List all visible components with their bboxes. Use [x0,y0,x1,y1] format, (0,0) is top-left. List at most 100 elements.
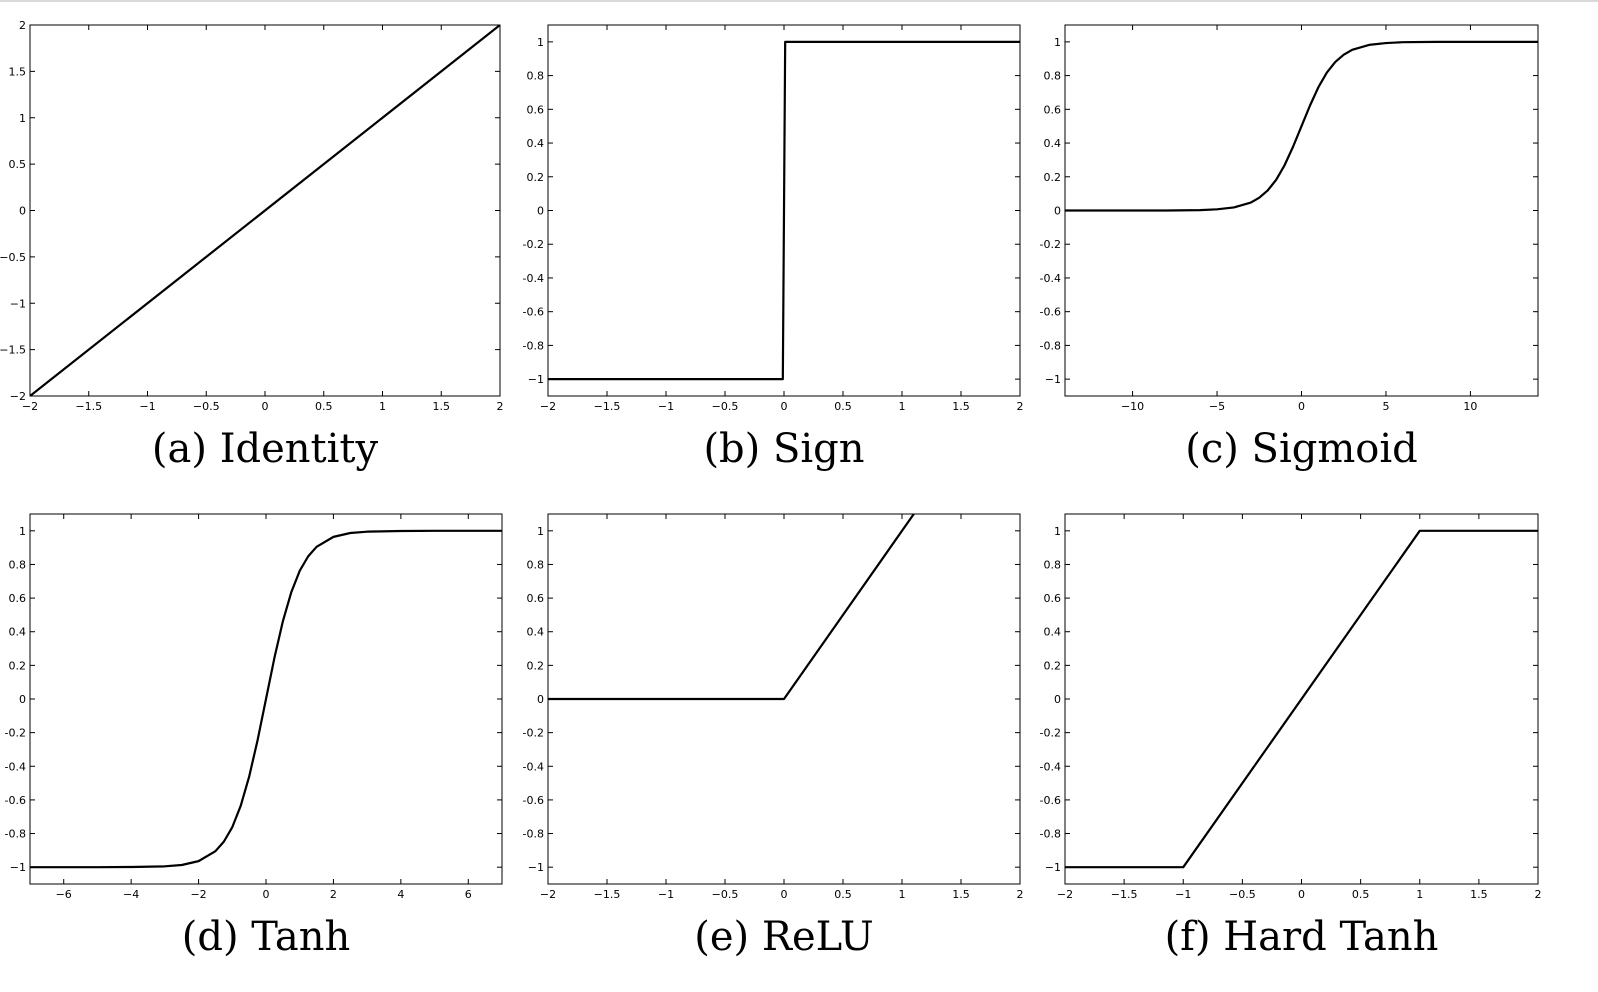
x-tick-label: −5 [1209,400,1225,413]
data-line [1065,529,1538,869]
y-tick-label: 0 [537,205,544,218]
y-tick-label: −1 [10,861,26,874]
y-tick-label: 0.6 [1044,592,1062,605]
y-tick-label: 0.8 [1044,70,1062,83]
x-tick-label: 1 [379,400,386,413]
x-tick-label: 2 [330,888,337,901]
y-tick-label: 0.8 [527,558,545,571]
y-tick-label: 0 [19,693,26,706]
chart-caption: (a) Identity [152,426,379,472]
y-tick-label: -0.2 [1040,238,1061,251]
y-tick-label: 0.4 [9,626,27,639]
x-tick-label: −0.5 [712,888,739,901]
y-tick-label: -0.6 [1040,794,1061,807]
chart-panel-1: −2 −1.5 −1 −0.5 0 0.5 1 1.5 2 −2 −1.5 −1 −0.5 0 0.5 1 1.… [0,19,504,472]
x-tick-label: 0 [1298,888,1305,901]
y-tick-label: 1 [1054,525,1061,538]
data-line [1065,40,1538,212]
x-tick-label: 0.5 [315,400,333,413]
y-tick-label: 1 [537,36,544,49]
y-tick-label: -0.4 [523,272,544,285]
y-tick-label: 1.5 [9,65,27,78]
x-tick-label: −0.5 [193,400,220,413]
x-tick-label: 1 [899,400,906,413]
y-tick-label: −0.5 [0,251,26,264]
chart-panel-6: −2 −1.5 −1 −0.5 0 0.5 1 1.5 2 −1 -0.8 -0.6 -0.4 -0.2 0… [1040,513,1542,960]
y-tick-label: -0.6 [1040,306,1061,319]
y-tick-label: -0.2 [5,727,26,740]
y-tick-label: -0.4 [5,760,26,773]
y-tick-label: -0.4 [523,760,544,773]
x-tick-label: −6 [56,888,72,901]
y-tick-label: −2 [10,390,26,403]
y-tick-label: 2 [19,19,26,32]
y-tick-label: 0.4 [527,626,545,639]
y-tick-label: 0 [1054,205,1061,218]
data-line [548,40,1020,381]
x-tick-label: −1 [1175,888,1191,901]
x-tick-label: 10 [1463,400,1477,413]
y-tick-label: -0.8 [1040,339,1061,352]
y-tick-label: 0.2 [1044,171,1062,184]
x-tick-label: 1.5 [1470,888,1488,901]
y-tick-label: 0.6 [527,103,545,116]
y-tick-label: 0.5 [9,158,27,171]
x-tick-label: −1 [139,400,155,413]
y-tick-label: −1 [1045,373,1061,386]
x-tick-label: 1 [1416,888,1423,901]
y-tick-label: 0.6 [9,592,27,605]
x-tick-label: −2 [190,888,206,901]
x-tick-label: 1.5 [952,400,970,413]
y-tick-label: -0.2 [1040,727,1061,740]
y-tick-label: −1 [10,297,26,310]
y-tick-label: 0.8 [1044,558,1062,571]
y-tick-label: -0.8 [523,339,544,352]
y-tick-label: −1 [528,373,544,386]
x-tick-label: 2 [497,400,504,413]
y-tick-label: 0.6 [1044,103,1062,116]
x-tick-label: 2 [1017,888,1024,901]
y-tick-label: 0.8 [9,558,27,571]
x-tick-label: −0.5 [1229,888,1256,901]
y-tick-label: 0.2 [527,171,545,184]
y-tick-label: -0.4 [1040,272,1061,285]
y-tick-label: -0.4 [1040,760,1061,773]
y-tick-label: -0.8 [523,828,544,841]
x-tick-label: 0 [262,400,269,413]
data-line [30,25,500,396]
x-tick-label: 1.5 [433,400,451,413]
x-tick-label: 1.5 [952,888,970,901]
x-tick-label: 0 [263,888,270,901]
x-tick-label: 0.5 [1352,888,1370,901]
chart-caption: (f) Hard Tanh [1165,914,1439,960]
chart-caption: (b) Sign [703,426,864,472]
y-tick-label: −1.5 [0,344,26,357]
y-tick-label: 0.2 [9,659,27,672]
chart-panel-5: −2 −1.5 −1 −0.5 0 0.5 1 1.5 2 −1 -0.8 -0.6 -0.4 -0.2 0… [523,513,1024,960]
x-tick-label: 1 [899,888,906,901]
x-tick-label: −1 [658,400,674,413]
x-tick-label: 4 [397,888,404,901]
x-tick-label: 5 [1382,400,1389,413]
top-border [0,0,1598,2]
x-tick-label: −2 [540,888,556,901]
y-tick-label: -0.2 [523,727,544,740]
y-tick-label: 0 [19,205,26,218]
x-tick-label: −0.5 [712,400,739,413]
x-tick-label: −2 [1057,888,1073,901]
chart-panel-4: −6 −4 −2 0 2 4 6 −1 -0.8 -0.6 -0.4 -0.2 0 0.2 0.4 0.6 0.… [5,513,503,960]
x-tick-label: −2 [540,400,556,413]
x-tick-label: 0.5 [834,400,852,413]
chart-panel-2: −2 −1.5 −1 −0.5 0 0.5 1 1.5 2 −1 -0.8 -0.6 -0.4 -0.2 0… [523,24,1024,472]
chart-caption: (e) ReLU [694,914,873,960]
x-tick-label: 2 [1017,400,1024,413]
x-tick-label: 0 [781,888,788,901]
x-tick-label: −1.5 [594,400,621,413]
y-tick-label: 0.2 [527,659,545,672]
y-tick-label: 0.2 [1044,659,1062,672]
y-tick-label: 0.4 [527,137,545,150]
x-tick-label: −1.5 [75,400,102,413]
y-tick-label: 0.4 [1044,137,1062,150]
y-tick-label: -0.6 [523,306,544,319]
